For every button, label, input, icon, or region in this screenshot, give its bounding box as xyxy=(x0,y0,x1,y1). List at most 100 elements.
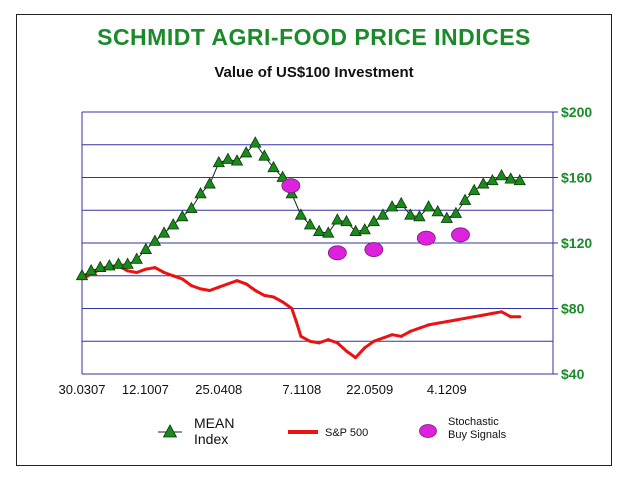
sp500-point xyxy=(171,274,175,278)
mean-index-point xyxy=(267,160,280,173)
mean-index-point xyxy=(312,224,326,236)
sp500-point xyxy=(208,288,212,292)
buy-signal-marker xyxy=(451,227,470,243)
legend-mean-label: MEAN xyxy=(194,415,234,431)
sp500-point xyxy=(490,311,494,315)
sp500-point xyxy=(344,349,348,353)
mean-index-point xyxy=(367,214,381,227)
y-tick-label: $120 xyxy=(561,235,592,251)
mean-index-point xyxy=(322,226,335,238)
mean-index-point xyxy=(221,152,235,164)
legend-mean-marker xyxy=(162,424,178,438)
mean-index-point xyxy=(249,136,262,148)
sp500-point xyxy=(390,333,394,337)
mean-index-point xyxy=(157,226,171,238)
y-tick-labels: $200 $160 $120 $80 $40 xyxy=(553,104,592,382)
sp500-point xyxy=(281,300,285,304)
y-tick-label: $200 xyxy=(561,104,592,120)
legend-signal-marker xyxy=(419,424,437,438)
buy-signal-marker xyxy=(416,230,436,246)
x-tick-label: 4.1209 xyxy=(427,382,467,397)
sp500-point xyxy=(509,315,513,319)
mean-index-point xyxy=(331,213,344,225)
x-tick-label: 30.0307 xyxy=(59,382,106,397)
mean-index-point xyxy=(212,155,225,168)
mean-index-point xyxy=(413,209,426,222)
mean-index-point xyxy=(395,196,408,209)
sp500-point xyxy=(244,282,248,286)
sp500-point xyxy=(381,336,385,340)
gridlines xyxy=(82,111,553,342)
legend-sp500-label: S&P 500 xyxy=(325,427,368,439)
y-tick-label: $40 xyxy=(561,366,585,382)
mean-index-point xyxy=(303,218,317,230)
sp500-point xyxy=(272,295,276,299)
sp500-point xyxy=(135,270,139,274)
buy-signal-marker xyxy=(364,242,384,257)
sp500-point xyxy=(235,279,239,283)
sp500-point xyxy=(144,267,148,271)
mean-index-point xyxy=(449,206,463,218)
mean-index-point xyxy=(176,209,189,222)
sp500-point xyxy=(290,307,294,310)
mean-index-point xyxy=(477,177,490,189)
mean-index-point xyxy=(203,177,216,189)
sp500-point xyxy=(199,287,203,291)
mean-index-series xyxy=(75,136,526,281)
legend-signal-label: Buy Signals xyxy=(448,429,507,441)
mean-index-point xyxy=(230,154,244,166)
sp500-point xyxy=(417,326,421,330)
sp500-line xyxy=(81,264,520,360)
sp500-point xyxy=(463,316,467,320)
legend-signal-label: Stochastic xyxy=(448,416,499,428)
sp500-point xyxy=(317,341,321,345)
chart-frame xyxy=(16,14,612,466)
x-tick-label: 25.0408 xyxy=(195,382,242,397)
mean-index-point xyxy=(139,242,153,254)
buy-signal-marker xyxy=(327,245,347,261)
mean-index-point xyxy=(422,200,435,212)
sp500-point xyxy=(217,285,221,289)
sp500-point xyxy=(253,288,257,292)
mean-index-point xyxy=(467,183,481,196)
mean-index-point xyxy=(404,208,417,220)
mean-index-point xyxy=(167,218,180,230)
mean-index-point xyxy=(148,234,162,246)
mean-index-point xyxy=(495,169,508,181)
mean-index-point xyxy=(294,208,308,220)
mean-index-point xyxy=(258,149,271,161)
mean-index-point xyxy=(431,205,444,217)
mean-index-point xyxy=(121,257,134,269)
mean-index-point xyxy=(340,214,353,227)
sp500-point xyxy=(326,338,330,342)
x-tick-label: 22.0509 xyxy=(346,382,393,397)
sp500-point xyxy=(472,315,476,319)
mean-index-point xyxy=(103,259,116,271)
mean-index-point xyxy=(358,223,371,235)
sp500-point xyxy=(226,282,230,286)
sp500-series xyxy=(80,264,522,360)
mean-index-point xyxy=(376,208,390,220)
mean-index-point xyxy=(130,252,143,264)
mean-index-point xyxy=(349,224,362,236)
mean-index-point xyxy=(276,170,289,182)
y-tick-label: $160 xyxy=(561,170,592,186)
sp500-point xyxy=(518,315,522,319)
mean-index-point xyxy=(194,187,207,199)
sp500-point xyxy=(408,329,412,333)
sp500-point xyxy=(481,313,485,317)
sp500-point xyxy=(372,339,376,343)
sp500-point xyxy=(308,339,312,343)
mean-index-point xyxy=(94,260,107,272)
buy-signal-series xyxy=(281,178,470,261)
mean-index-point xyxy=(513,173,526,186)
legend-mean-label: Index xyxy=(194,431,228,447)
sp500-point xyxy=(294,320,298,324)
y-tick-label: $80 xyxy=(561,301,585,317)
mean-index-point xyxy=(112,257,125,269)
sp500-point xyxy=(126,269,130,273)
mean-index-point xyxy=(185,201,198,214)
sp500-point xyxy=(500,310,504,314)
